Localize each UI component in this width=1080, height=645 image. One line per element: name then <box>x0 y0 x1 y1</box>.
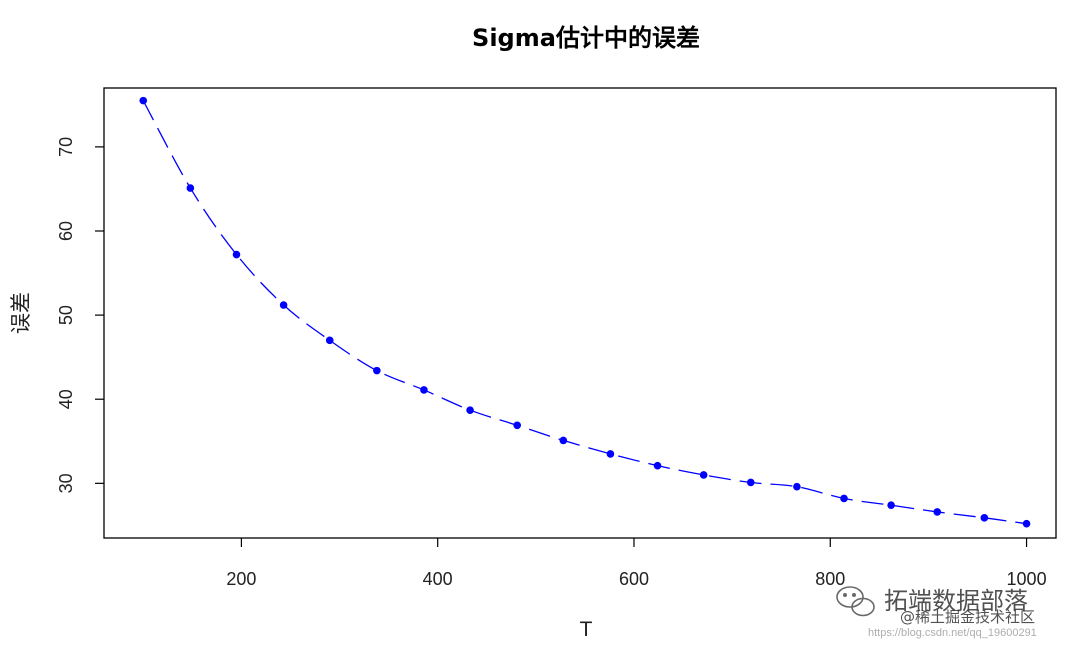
series-line <box>142 100 1027 525</box>
x-tick-label: 600 <box>619 569 649 589</box>
data-point <box>933 508 942 516</box>
data-point <box>373 366 381 375</box>
data-point <box>793 482 801 491</box>
data-point <box>980 514 989 522</box>
chart-title: Sigma估计中的误差 <box>472 24 700 52</box>
x-axis-label: T <box>580 618 593 641</box>
data-point <box>420 386 428 394</box>
data-point <box>513 421 521 430</box>
x-tick-label: 200 <box>226 569 256 589</box>
x-tick-label: 1000 <box>1007 569 1047 589</box>
data-point <box>139 96 148 105</box>
series-layer <box>142 100 1027 525</box>
data-point <box>325 336 334 345</box>
y-tick-label: 50 <box>56 305 76 325</box>
x-tick-label: 800 <box>815 569 845 589</box>
x-tick-label: 400 <box>423 569 453 589</box>
y-axis: 30 40 50 60 70 <box>56 137 104 493</box>
watermark-url: https://blog.csdn.net/qq_19600291 <box>868 627 1037 639</box>
y-tick-label: 60 <box>56 221 76 241</box>
data-point <box>559 436 568 445</box>
data-point <box>1022 519 1031 528</box>
data-point <box>746 478 755 487</box>
data-point <box>653 461 662 470</box>
wechat-icon <box>836 586 875 617</box>
data-point <box>279 301 288 309</box>
x-axis: 200 400 600 800 1000 <box>226 538 1047 589</box>
data-point <box>887 501 895 509</box>
data-point <box>232 250 241 259</box>
watermark: 拓端数据部落 @稀土掘金技术社区 https://blog.csdn.net/q… <box>836 586 1037 639</box>
y-tick-label: 70 <box>56 137 76 157</box>
data-point <box>606 450 615 458</box>
watermark-sub: @稀土掘金技术社区 <box>900 608 1035 626</box>
y-tick-label: 40 <box>56 389 76 409</box>
data-point <box>186 184 195 192</box>
y-tick-label: 30 <box>56 473 76 493</box>
plot-frame <box>103 87 1057 539</box>
data-point <box>699 471 708 479</box>
data-point <box>840 494 848 503</box>
data-point <box>466 406 474 414</box>
watermark-main: 拓端数据部落 <box>884 587 1028 615</box>
y-axis-label: 误差 <box>9 292 33 334</box>
points-layer <box>139 96 1031 528</box>
